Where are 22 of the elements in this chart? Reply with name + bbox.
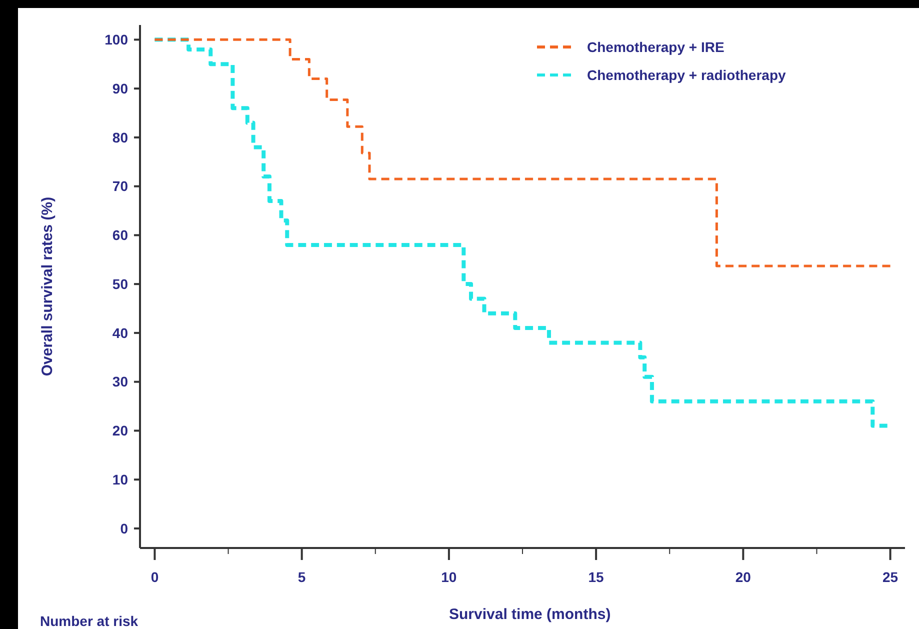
x-axis-title: Survival time (months): [449, 606, 611, 623]
y-tick-label: 10: [112, 471, 128, 488]
x-tick-label: 25: [882, 569, 898, 585]
y-tick-label: 70: [112, 178, 128, 194]
x-tick-label: 10: [441, 569, 457, 585]
y-tick-label: 60: [112, 227, 128, 244]
x-tick-label: 0: [150, 569, 159, 585]
y-tick-label: 0: [120, 520, 128, 536]
x-tick-label: 20: [735, 569, 752, 585]
text: Number at risk: [40, 613, 138, 629]
y-tick-label: 100: [104, 32, 128, 48]
x-tick-label: 5: [298, 569, 306, 585]
legend-label: Chemotherapy + IRE: [587, 38, 724, 55]
y-tick-label: 40: [112, 324, 128, 341]
y-tick-label: 20: [112, 422, 128, 439]
x-tick-label: 15: [588, 569, 604, 585]
legend-label: Chemotherapy + radiotherapy: [587, 66, 786, 83]
y-tick-label: 50: [112, 276, 128, 292]
y-tick-label: 80: [112, 129, 128, 146]
y-tick-label: 30: [112, 374, 128, 390]
y-axis-title: Overall survival rates (%): [39, 196, 56, 376]
y-tick-label: 90: [112, 80, 128, 96]
